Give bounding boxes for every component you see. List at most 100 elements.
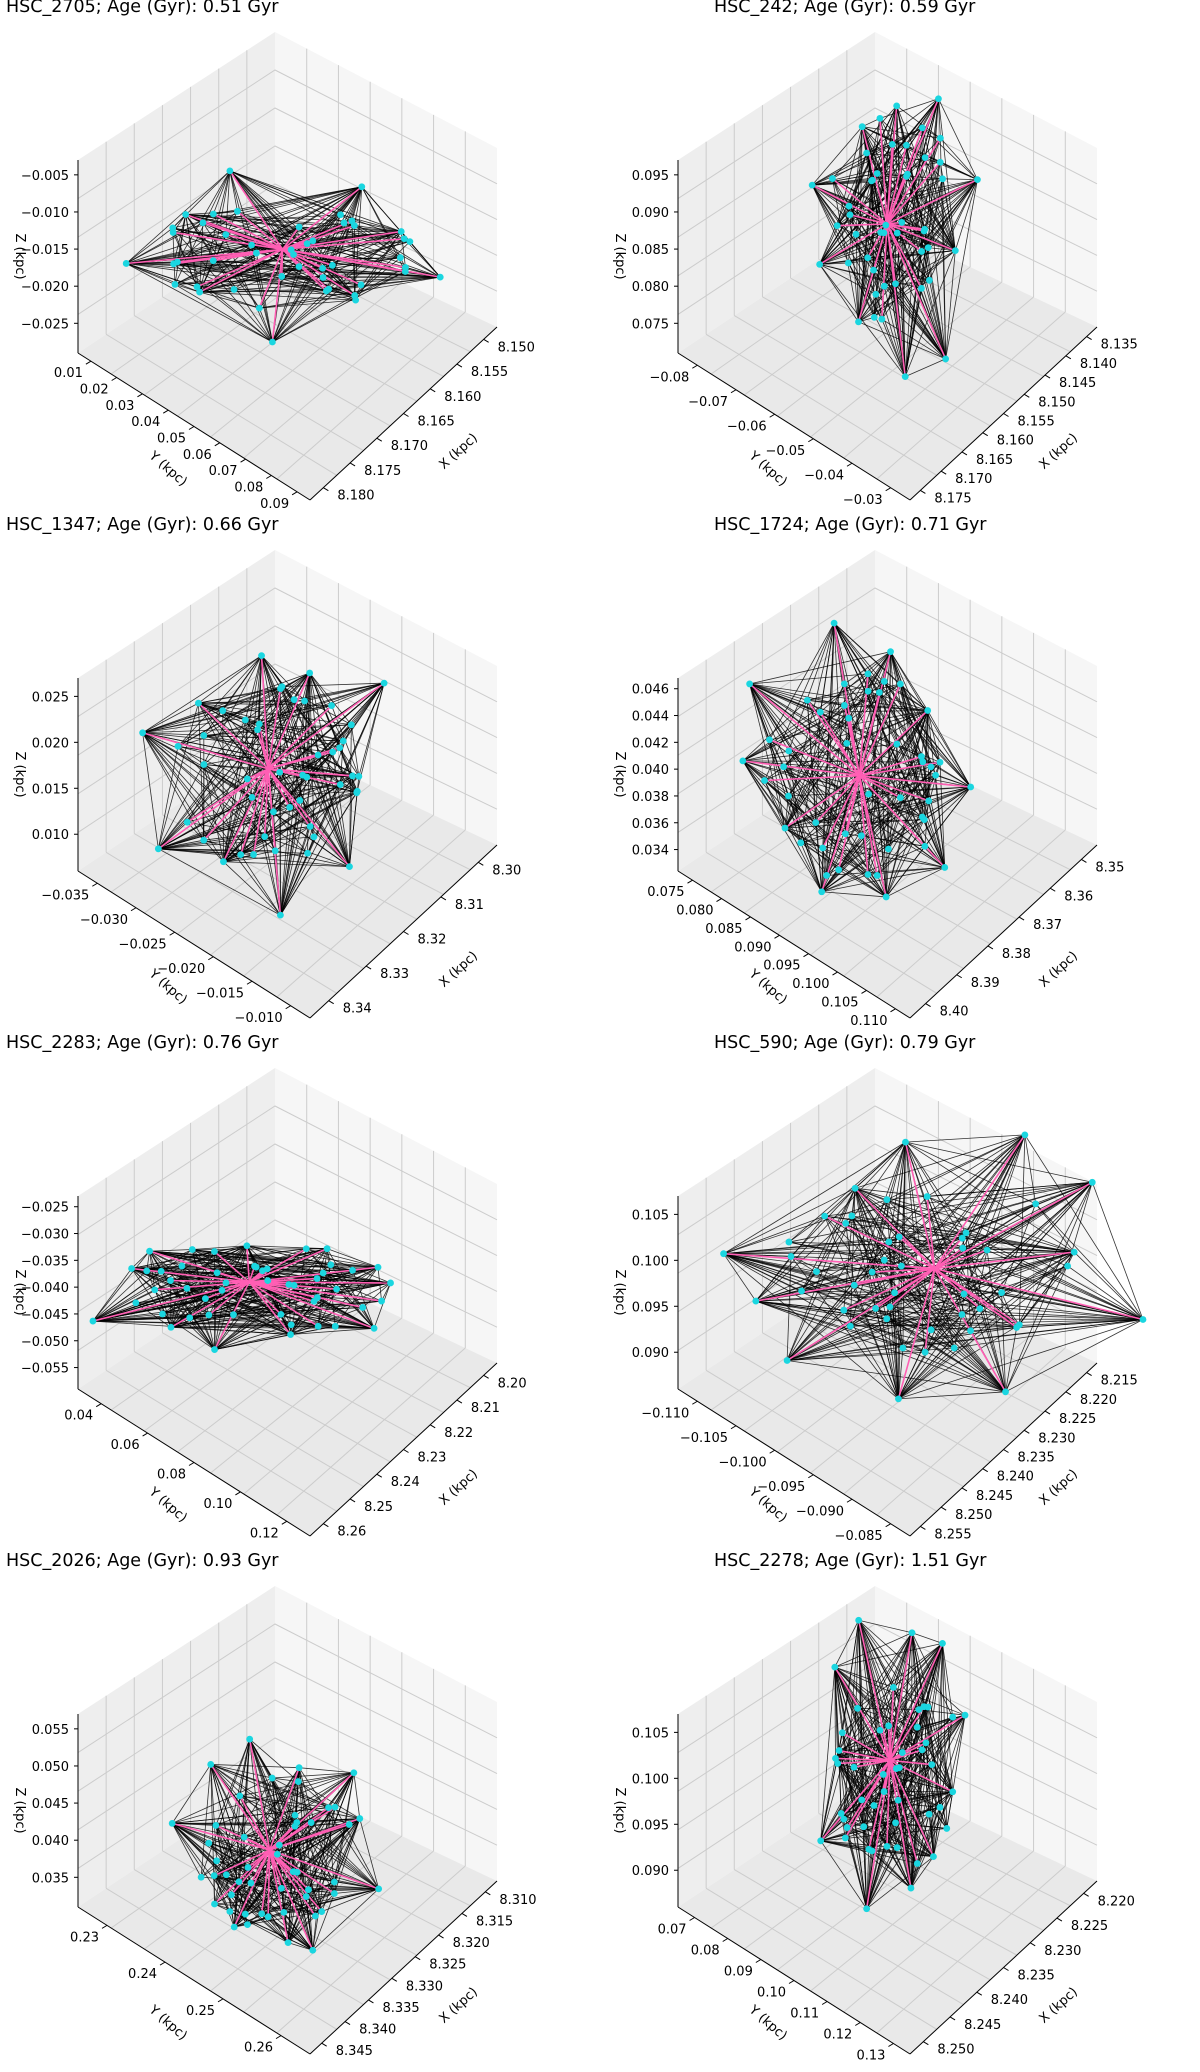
star-point <box>960 1290 968 1298</box>
x-tick-mark <box>982 432 988 437</box>
star-point <box>290 1281 298 1289</box>
star-point <box>783 1357 791 1364</box>
star-point <box>976 1305 984 1313</box>
y-tick-mark <box>162 409 169 414</box>
star-point <box>920 227 928 235</box>
hub-edge <box>843 1267 935 1311</box>
y-axis-label: Y (kpc) <box>745 2002 790 2044</box>
grid-line <box>210 799 403 956</box>
hub-edge <box>901 1265 935 1270</box>
hub-edges <box>723 1134 1144 1400</box>
edge <box>181 1265 391 1284</box>
hub-edge <box>904 1141 936 1269</box>
star-point <box>222 1871 230 1879</box>
star-point <box>943 1825 951 1832</box>
edge <box>812 173 878 186</box>
x-tick-label: 8.40 <box>940 1005 969 1020</box>
z-tick-label: −0.030 <box>21 1228 69 1243</box>
edge <box>923 1643 943 1707</box>
z-axis-label: Z (kpc) <box>12 1269 27 1315</box>
edge <box>208 1842 314 1951</box>
hub-edges <box>811 98 978 377</box>
edge <box>866 1813 930 1909</box>
star-point <box>834 1760 842 1767</box>
edge <box>177 261 441 278</box>
edge <box>871 1272 899 1399</box>
x-axis-line <box>309 1880 498 2055</box>
edge <box>126 186 362 264</box>
edge <box>274 826 311 852</box>
edge <box>142 699 295 734</box>
edge <box>306 1248 391 1284</box>
y-tick-label: −0.020 <box>157 962 205 977</box>
edge <box>922 761 946 868</box>
grid-line <box>843 814 1034 977</box>
star-point <box>211 1900 218 1908</box>
grid-line <box>77 1219 498 1351</box>
grid-line <box>876 311 1066 480</box>
star-point <box>958 1311 966 1318</box>
edge <box>317 1288 337 1327</box>
edge <box>963 1181 1093 1295</box>
edge <box>820 1813 930 1842</box>
edge <box>240 792 357 855</box>
star-point <box>352 296 360 304</box>
edge <box>896 1847 918 1864</box>
y-axis-line <box>77 1906 311 2055</box>
star-point <box>958 1234 966 1242</box>
grid-line <box>77 625 498 756</box>
star-point <box>913 1723 921 1731</box>
edge <box>192 1249 353 1271</box>
star-point <box>318 1908 326 1915</box>
edge <box>359 1818 380 1889</box>
edge <box>215 1825 227 1875</box>
edge <box>177 710 224 747</box>
edge <box>924 786 971 847</box>
hub-edge <box>859 774 901 799</box>
z-tick-label: −0.040 <box>21 1281 69 1296</box>
x-axis-label: X (kpc) <box>1037 1467 1081 1509</box>
x-tick-label: 8.240 <box>997 1470 1034 1485</box>
x-tick-mark <box>349 1498 356 1503</box>
hub-edge <box>889 1760 919 1864</box>
edge <box>294 1814 379 1890</box>
y-tick-label: −0.015 <box>196 986 244 1001</box>
y-tick-label: 0.10 <box>757 1986 786 2001</box>
edge <box>800 833 846 844</box>
star-point <box>852 230 860 238</box>
star-point <box>263 1265 271 1273</box>
edge <box>824 1141 906 1217</box>
grid-line <box>677 69 1098 200</box>
edge <box>899 1236 1144 1320</box>
x-tick-mark <box>403 413 409 417</box>
grid-line <box>105 851 337 994</box>
grid-line <box>105 1887 337 2030</box>
star-point <box>930 1853 937 1861</box>
edge <box>788 717 850 797</box>
edge <box>281 686 352 726</box>
star-point <box>1139 1316 1147 1323</box>
star-point <box>173 258 181 266</box>
x-tick-mark <box>483 338 489 343</box>
star-point <box>333 1285 340 1293</box>
x-tick-mark <box>403 931 409 935</box>
edge <box>854 1188 955 1349</box>
hub-edge <box>282 224 355 251</box>
edge <box>755 1292 895 1302</box>
edge <box>848 152 868 207</box>
star-point <box>237 851 245 859</box>
hub-edge <box>170 1279 250 1283</box>
edge <box>867 874 887 898</box>
edge <box>723 1187 856 1255</box>
edge <box>905 1141 971 1331</box>
y-tick-label: −0.090 <box>796 1504 844 1519</box>
y-tick-label: 0.24 <box>128 1967 157 1982</box>
star-point <box>903 170 911 178</box>
star-point <box>183 818 191 826</box>
hub-edge <box>248 1281 292 1336</box>
z-tick-label: 0.100 <box>632 1254 669 1269</box>
edge <box>131 1268 163 1315</box>
edge <box>929 179 978 281</box>
edge <box>837 1643 943 1764</box>
edge <box>843 1292 895 1311</box>
